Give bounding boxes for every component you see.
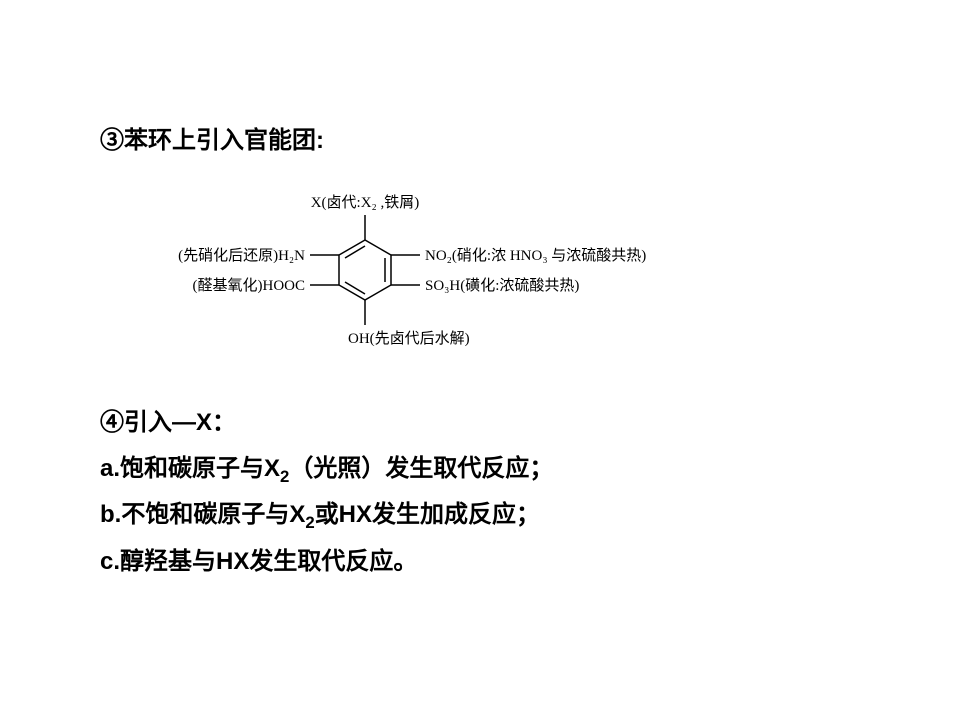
diagram-left1: (先硝化后还原)H₂N: [178, 247, 305, 264]
diagram-right2: SO₃H(磺化:浓硫酸共热): [425, 277, 579, 294]
page-content: ③苯环上引入官能团:: [0, 0, 960, 585]
section-4-c: c.醇羟基与HX发生取代反应。: [100, 539, 860, 585]
diagram-left2: (醛基氧化)HOOC: [192, 277, 305, 294]
section-4-a: a.饱和碳原子与X2（光照）发生取代反应；: [100, 446, 860, 493]
diagram-bottom: OH(先卤代后水解): [348, 330, 470, 347]
diagram-right1: NO₂(硝化:浓 HNO₃ 与浓硫酸共热): [425, 247, 646, 264]
section-4-title: ④引入—X：: [100, 400, 860, 446]
section-3-title: ③苯环上引入官能团:: [100, 120, 860, 155]
diagram-top: X(卤代:X₂ ,铁屑): [311, 194, 420, 211]
section-4-b: b.不饱和碳原子与X2或HX发生加成反应；: [100, 492, 860, 539]
benzene-diagram: X(卤代:X₂ ,铁屑) NO₂(硝化:浓 HNO₃ 与浓硫酸共热) SO₃H(…: [100, 175, 860, 370]
